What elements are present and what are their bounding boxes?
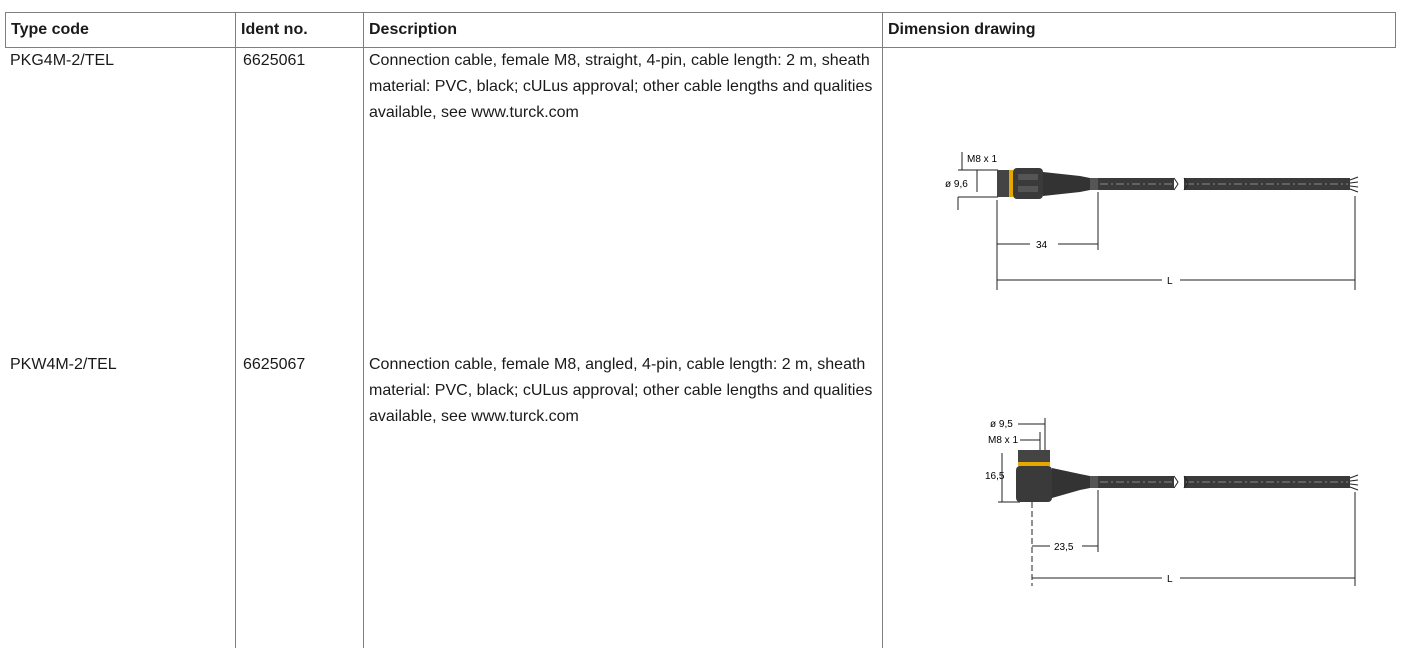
- header-ident-no: Ident no.: [241, 21, 308, 38]
- header-dimension-drawing: Dimension drawing: [888, 21, 1036, 38]
- type-code-cell: PKG4M-2/TEL: [10, 52, 115, 69]
- length-label: L: [1167, 276, 1173, 287]
- diameter-label: ø 9,6: [945, 179, 968, 190]
- table-header: Type code Ident no. Description Dimensio…: [5, 12, 1396, 48]
- ident-no-cell: 6625061: [243, 52, 306, 69]
- description-cell: Connection cable, female M8, straight, 4…: [369, 52, 873, 121]
- type-code-cell: PKW4M-2/TEL: [10, 356, 117, 373]
- column-divider: [235, 12, 236, 648]
- dimension-drawing-straight: M8 x 1 ø 9,6 34: [945, 152, 1359, 290]
- diameter-label: ø 9,5: [990, 419, 1013, 430]
- ident-no-cell: 6625067: [243, 356, 306, 373]
- dimension-drawing-angled: ø 9,5 M8 x 1 16,5 23,5: [985, 418, 1359, 586]
- height-label: 16,5: [985, 471, 1005, 482]
- column-divider: [363, 12, 364, 648]
- thread-label: M8 x 1: [988, 435, 1018, 446]
- description-cell: Connection cable, female M8, angled, 4-p…: [369, 356, 873, 425]
- head-length-label: 34: [1036, 240, 1048, 251]
- head-length-label: 23,5: [1054, 542, 1074, 553]
- header-description: Description: [369, 21, 458, 38]
- length-label: L: [1167, 574, 1173, 585]
- column-divider: [882, 12, 883, 648]
- header-type-code: Type code: [11, 21, 89, 38]
- thread-label: M8 x 1: [967, 154, 997, 165]
